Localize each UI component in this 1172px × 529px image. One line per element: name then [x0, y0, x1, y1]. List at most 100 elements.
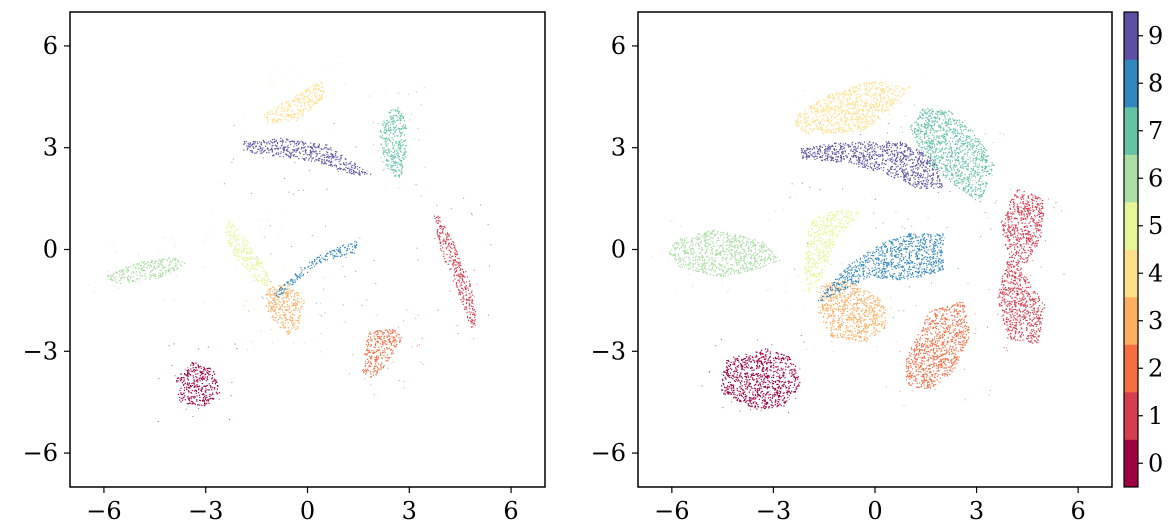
right-point-0 [761, 356, 763, 358]
left-outlier-9 [294, 162, 296, 164]
right-point-0 [793, 369, 795, 371]
left-outlier-9 [223, 183, 225, 185]
left-point-5 [227, 222, 230, 224]
left-point-5 [241, 252, 243, 254]
right-point-0 [767, 370, 769, 372]
right-point-1 [1007, 264, 1009, 266]
left-point-3 [287, 295, 289, 298]
left-point-7 [392, 122, 394, 124]
left-point-4 [305, 90, 307, 92]
left-point-9 [259, 146, 261, 148]
right-point-1 [1015, 243, 1017, 245]
left-point-7 [386, 139, 388, 141]
right-point-0 [770, 400, 773, 402]
right-point-1 [1033, 336, 1035, 338]
left-point-7 [390, 168, 392, 170]
right-point-0 [744, 373, 746, 375]
left-point-9 [251, 151, 253, 153]
right-point-1 [1032, 199, 1034, 201]
left-point-6 [142, 262, 145, 264]
left-point-2 [367, 339, 369, 341]
left-point-8 [296, 276, 298, 278]
left-point-9 [294, 143, 296, 145]
left-point-7 [394, 164, 396, 166]
right-point-0 [756, 390, 758, 393]
left-point-0 [184, 382, 186, 384]
left-point-5 [266, 283, 268, 285]
left-point-1 [450, 243, 452, 245]
left-point-3 [276, 320, 278, 322]
left-point-0 [198, 367, 200, 369]
right-point-0 [791, 372, 793, 374]
right-point-0 [764, 354, 766, 357]
right-point-0 [751, 387, 753, 390]
left-point-8 [276, 295, 278, 297]
left-outlier-1 [480, 204, 481, 206]
left-point-7 [394, 130, 396, 132]
right-point-1 [1021, 210, 1023, 212]
right-point-0 [776, 380, 778, 382]
left-point-9 [302, 142, 304, 144]
left-outlier-4 [243, 131, 245, 133]
left-point-5 [261, 270, 263, 272]
right-point-1 [1007, 237, 1009, 239]
right-outlier-0 [722, 407, 724, 409]
right-point-1 [1017, 210, 1019, 212]
left-point-3 [292, 304, 294, 307]
left-point-4 [307, 96, 309, 98]
right-point-0 [789, 372, 791, 374]
left-point-4 [294, 114, 296, 116]
left-point-7 [403, 157, 405, 159]
left-point-3 [292, 319, 294, 321]
left-plot-area [89, 63, 492, 422]
left-point-1 [462, 300, 465, 302]
left-point-4 [285, 119, 287, 121]
left-outlier-8 [323, 288, 325, 290]
left-point-6 [151, 261, 153, 263]
left-point-4 [275, 114, 277, 116]
left-point-9 [333, 155, 335, 157]
right-point-0 [746, 380, 748, 382]
left-point-2 [374, 339, 377, 341]
left-point-7 [399, 150, 401, 152]
left-point-9 [279, 152, 281, 155]
left-point-0 [216, 393, 218, 395]
right-point-1 [1018, 206, 1020, 208]
left-point-9 [304, 150, 306, 152]
left-point-1 [471, 305, 473, 307]
left-point-9 [330, 163, 332, 165]
right-point-0 [776, 352, 778, 354]
left-point-5 [248, 242, 250, 244]
left-point-5 [268, 278, 270, 280]
right-point-1 [1020, 206, 1022, 208]
left-point-4 [266, 114, 269, 116]
left-point-0 [203, 368, 205, 370]
left-point-1 [442, 247, 444, 249]
right-point-1 [1039, 209, 1041, 211]
left-point-4 [293, 116, 295, 118]
left-point-8 [279, 287, 282, 289]
left-outlier-4 [272, 80, 274, 82]
left-point-2 [394, 342, 396, 344]
left-point-9 [330, 149, 332, 151]
right-point-1 [1017, 235, 1019, 237]
left-point-8 [308, 265, 310, 267]
left-point-8 [346, 250, 348, 252]
right-point-1 [1032, 303, 1034, 305]
left-point-7 [397, 107, 399, 109]
left-point-5 [260, 279, 262, 281]
right-point-0 [738, 361, 740, 363]
left-point-9 [354, 165, 356, 167]
right-point-0 [723, 384, 725, 386]
left-outlier-2 [398, 380, 400, 382]
left-point-1 [436, 232, 438, 234]
left-point-1 [460, 276, 462, 278]
right-point-1 [1026, 205, 1028, 207]
left-point-9 [324, 161, 326, 163]
left-point-5 [235, 246, 237, 248]
right-point-0 [725, 390, 727, 392]
left-point-1 [445, 260, 447, 263]
left-outlier-1 [449, 290, 451, 292]
left-point-6 [149, 264, 151, 266]
left-point-3 [283, 314, 285, 316]
